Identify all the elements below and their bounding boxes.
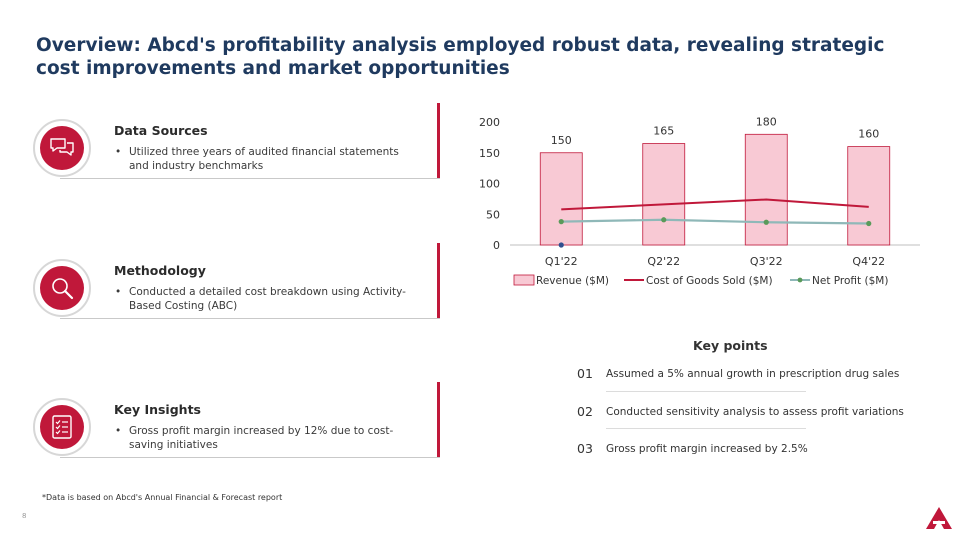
company-logo-icon [926,507,952,529]
y-tick-label: 200 [479,116,500,129]
key-point-text: Gross profit margin increased by 2.5% [606,443,808,455]
net-profit-marker [558,219,564,225]
card-bullet: • Utilized three years of audited financ… [114,145,414,173]
checklist-icon [52,415,72,439]
revenue-bar [744,133,788,246]
key-point-divider [606,428,806,429]
y-tick-label: 0 [493,239,500,252]
x-tick-label: Q4'22 [852,255,885,268]
card-accent-bar [437,382,440,458]
card-divider [60,178,440,179]
card-icon-circle [33,119,91,177]
bullet-dot: • [115,286,122,298]
key-point-number: 01 [577,366,593,381]
magnifier-icon [52,278,74,300]
y-tick-label: 50 [486,208,500,221]
revenue-bar [539,152,583,246]
x-tick-label: Q3'22 [750,255,783,268]
card-accent-bar [437,243,440,319]
page-number: 8 [22,512,27,520]
card-bullet-text: Conducted a detailed cost breakdown usin… [129,286,406,312]
key-point-text: Conducted sensitivity analysis to assess… [606,406,904,418]
card-key-insights: Key Insights • Gross profit margin incre… [30,382,440,458]
card-bullet: • Gross profit margin increased by 12% d… [114,424,414,452]
card-bullet-text: Utilized three years of audited financia… [129,146,399,172]
bullet-dot: • [115,425,122,437]
legend-label-net-profit: Net Profit ($M) [812,275,888,287]
net-profit-marker [763,219,769,225]
key-point-divider [606,391,806,392]
bullet-dot: • [115,146,122,158]
net-profit-marker [866,220,872,227]
revenue-bar [642,143,686,246]
card-bullet-text: Gross profit margin increased by 12% due… [129,425,394,451]
y-tick-label: 150 [479,147,500,160]
card-icon-circle [33,259,91,317]
extra-data-point [558,242,564,248]
page-title: Overview: Abcd's profitability analysis … [36,35,885,79]
key-point-number: 02 [577,404,593,419]
bar-data-label: 150 [551,134,572,147]
y-tick-label: 100 [479,178,500,191]
bar-data-label: 180 [756,115,777,128]
card-heading: Methodology [114,263,206,278]
legend-label-revenue: Revenue ($M) [536,275,609,287]
card-icon-circle [33,398,91,456]
net-profit-marker [661,217,667,223]
card-heading: Data Sources [114,123,208,138]
bar-data-label: 160 [858,128,879,141]
bar-data-label: 165 [653,125,674,138]
x-tick-label: Q2'22 [647,255,680,268]
card-methodology: Methodology • Conducted a detailed cost … [30,243,440,319]
net-profit-line [561,218,869,225]
card-divider [60,457,440,458]
card-bullet: • Conducted a detailed cost breakdown us… [114,285,414,313]
legend-marker-net-profit [797,277,803,283]
card-divider [60,318,440,319]
legend-swatch-revenue [513,274,535,286]
card-heading: Key Insights [114,402,201,417]
revenue-cost-profit-chart: 0 50 100 150 200 150 165 180 160 Q1'22 Q2'22 Q3'22 Q… [479,115,920,287]
card-accent-bar [437,103,440,179]
key-point-number: 03 [577,441,593,456]
key-points-title: Key points [693,338,768,353]
card-data-sources: Data Sources • Utilized three years of a… [30,103,440,179]
footnote: *Data is based on Abcd's Annual Financia… [42,493,283,502]
key-point-text: Assumed a 5% annual growth in prescripti… [606,368,900,380]
x-tick-label: Q1'22 [545,255,578,268]
chat-bubbles-icon [50,138,74,156]
revenue-bar [847,146,891,246]
cogs-line [561,198,869,211]
legend-label-cogs: Cost of Goods Sold ($M) [646,275,773,287]
